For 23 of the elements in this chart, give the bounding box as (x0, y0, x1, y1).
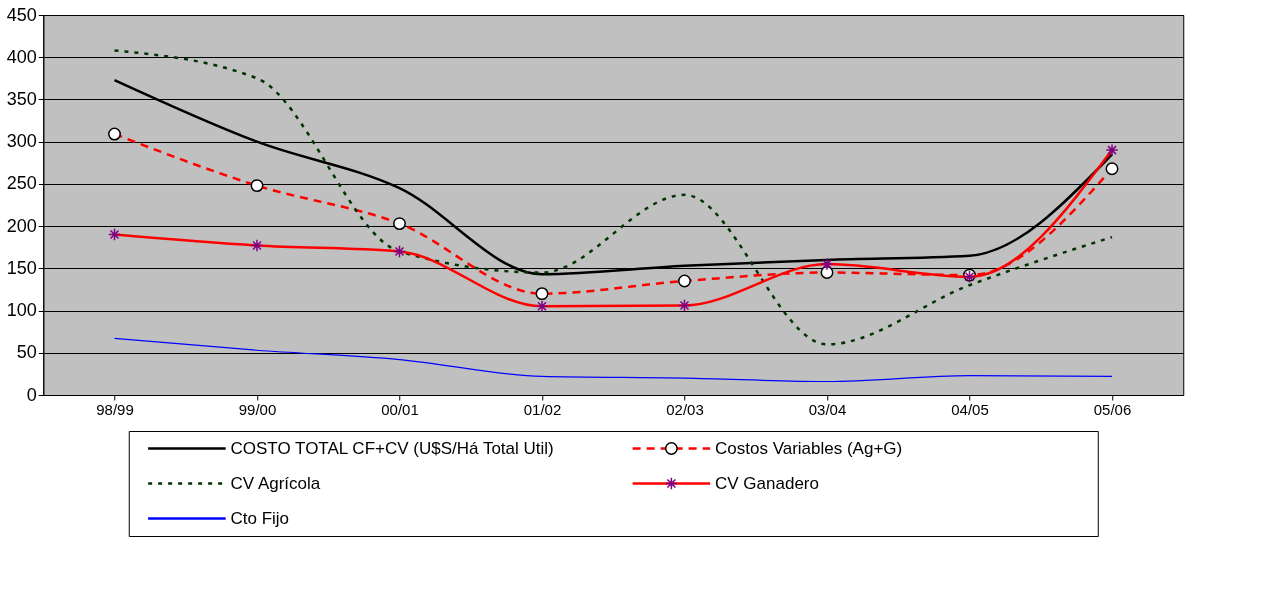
legend-label: Cto Fijo (230, 508, 290, 528)
y-tick-label: 450 (6, 4, 37, 25)
y-tick-label: 350 (6, 88, 37, 109)
y-tick-label: 100 (6, 300, 37, 321)
x-tick-label: 98/99 (96, 400, 134, 418)
y-tick-label: 50 (16, 342, 37, 363)
x-tick-label: 99/00 (238, 400, 277, 418)
legend-label: CV Agrícola (230, 473, 321, 493)
x-tick-label: 00/01 (381, 400, 419, 418)
legend-label: Costos Variables (Ag+G) (714, 438, 903, 458)
y-tick-label: 400 (6, 46, 37, 67)
x-tick-label: 03/04 (808, 400, 847, 418)
y-tick-label: 0 (26, 384, 37, 405)
y-tick-label: 200 (6, 215, 37, 236)
legend-label: CV Ganadero (714, 473, 819, 493)
x-tick-label: 05/06 (1093, 400, 1132, 418)
x-tick-label: 01/02 (523, 400, 562, 418)
legend-label: COSTO TOTAL CF+CV (U$S/Há Total Util) (230, 438, 554, 458)
y-tick-label: 300 (6, 131, 37, 152)
x-tick-label: 02/03 (666, 400, 704, 418)
y-tick-label: 150 (6, 257, 37, 278)
y-tick-label: 250 (6, 173, 37, 194)
x-tick-label: 04/05 (951, 400, 989, 418)
